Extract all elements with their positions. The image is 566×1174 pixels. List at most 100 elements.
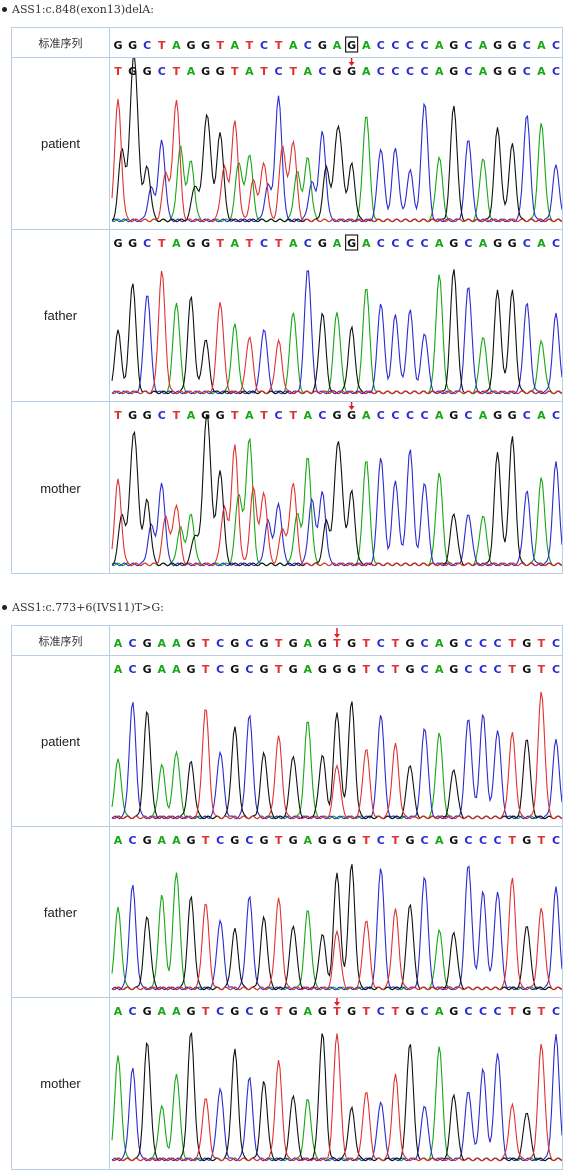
base-letter: G	[449, 409, 458, 422]
base-letter: G	[259, 1005, 268, 1018]
base-letter: G	[332, 409, 341, 422]
trace-line-t	[111, 98, 562, 223]
base-letter: C	[494, 834, 502, 847]
base-letter: G	[143, 65, 152, 78]
base-letter: C	[552, 65, 560, 78]
base-letter: A	[289, 237, 298, 250]
reference-label: 标准序列	[12, 28, 110, 57]
base-letter: G	[449, 1005, 458, 1018]
section-title: ASS1:c.848(exon13)delA:	[12, 2, 154, 16]
base-letter: A	[435, 39, 444, 52]
base-letter: T	[246, 39, 254, 52]
base-letter: C	[377, 1005, 385, 1018]
base-letter: A	[231, 237, 240, 250]
base-letter: T	[362, 1005, 370, 1018]
base-letter: C	[377, 39, 385, 52]
base-letter: C	[391, 39, 399, 52]
base-letter: G	[128, 39, 137, 52]
base-letter: T	[362, 834, 370, 847]
base-letter: T	[246, 237, 254, 250]
base-letter: C	[275, 65, 283, 78]
trace-line-g	[111, 58, 562, 223]
base-letter: G	[143, 637, 152, 650]
base-letter: C	[406, 237, 414, 250]
base-letter: C	[216, 834, 224, 847]
base-letter: C	[143, 237, 151, 250]
base-letter: T	[202, 663, 210, 676]
base-letter: C	[494, 1005, 502, 1018]
base-letter: A	[362, 65, 371, 78]
base-letter: G	[230, 663, 239, 676]
father-label: father	[12, 230, 110, 401]
base-letter: C	[377, 237, 385, 250]
base-letter: T	[275, 39, 283, 52]
base-letter: A	[362, 39, 371, 52]
patient-label: patient	[12, 656, 110, 826]
base-letter: A	[435, 409, 444, 422]
base-letter: T	[333, 637, 341, 650]
base-letter: C	[523, 237, 531, 250]
base-letter: T	[275, 663, 283, 676]
base-letter: C	[275, 409, 283, 422]
base-letter: T	[202, 834, 210, 847]
base-letter: T	[508, 637, 516, 650]
base-letter: C	[129, 637, 137, 650]
trace-line-c	[111, 449, 562, 567]
base-letter: A	[435, 834, 444, 847]
base-letter: C	[421, 39, 429, 52]
base-letter: C	[479, 637, 487, 650]
base-letter: A	[172, 834, 181, 847]
base-letter: G	[186, 237, 195, 250]
base-letter: G	[449, 65, 458, 78]
base-letter: C	[318, 65, 326, 78]
base-letter: A	[158, 834, 167, 847]
base-letter: T	[173, 409, 181, 422]
base-letter: G	[186, 834, 195, 847]
base-letter: G	[318, 834, 327, 847]
base-letter: G	[186, 1005, 195, 1018]
base-letter: G	[405, 834, 414, 847]
base-letter: G	[289, 834, 298, 847]
base-letter: T	[202, 637, 210, 650]
base-letter: T	[362, 663, 370, 676]
base-letter: C	[552, 834, 560, 847]
base-letter: C	[216, 1005, 224, 1018]
base-letter: G	[143, 409, 152, 422]
base-letter: G	[493, 65, 502, 78]
base-letter: A	[114, 834, 123, 847]
base-letter: T	[289, 409, 297, 422]
base-letter: G	[259, 637, 268, 650]
base-letter: C	[406, 409, 414, 422]
base-letter: A	[435, 1005, 444, 1018]
base-letter: A	[304, 637, 313, 650]
base-letter: C	[245, 834, 253, 847]
base-letter: G	[289, 1005, 298, 1018]
base-letter: C	[245, 637, 253, 650]
base-letter: T	[333, 1005, 341, 1018]
base-letter: A	[537, 39, 546, 52]
base-letter: G	[143, 663, 152, 676]
base-letter: A	[304, 409, 313, 422]
base-letter: G	[508, 409, 517, 422]
base-letter: G	[201, 65, 210, 78]
base-letter: T	[231, 409, 239, 422]
base-letter: G	[449, 637, 458, 650]
base-letter: G	[332, 65, 341, 78]
mother-label: mother	[12, 402, 110, 574]
base-letter: C	[391, 237, 399, 250]
patient-label: patient	[12, 58, 110, 229]
base-letter: G	[522, 663, 531, 676]
base-letter: C	[158, 65, 166, 78]
base-letter: T	[538, 637, 546, 650]
base-letter: T	[275, 637, 283, 650]
base-letter: A	[479, 409, 488, 422]
base-letter: C	[464, 65, 472, 78]
